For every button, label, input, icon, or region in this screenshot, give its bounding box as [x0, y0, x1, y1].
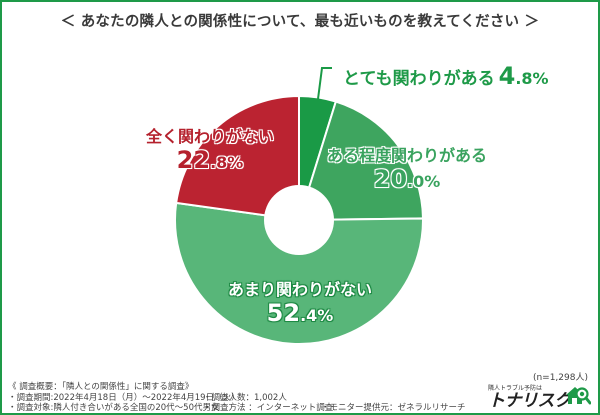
- logo-name: トナリスク: [488, 391, 571, 411]
- label-not-involved-at-all: 全く関わりがない 22.8%: [135, 127, 285, 176]
- pie-slice: [297, 100, 425, 222]
- label-text: あまり関わりがない: [227, 280, 372, 299]
- notes-method: ・調査方法 ：インターネット調査: [203, 403, 334, 413]
- logo-tagline: 隣人トラブル予防は: [488, 385, 543, 392]
- label-value: 52.4%: [266, 299, 334, 327]
- label-text: ある程度関わりがある: [326, 146, 487, 165]
- sample-size: (n=1,298人): [532, 373, 588, 383]
- brand-logo: 隣人トラブル予防は トナリスク: [488, 383, 571, 410]
- survey-notes: 《 調査概要：「隣人との関係性」に関する調査》 ・調査期間:2022年4月18日…: [8, 382, 466, 414]
- label-somewhat-involved: ある程度関わりがある 20.0%: [322, 146, 492, 195]
- pie-slice: [174, 201, 424, 345]
- label-value: 22.8%: [176, 146, 244, 174]
- pie-slice: [175, 94, 300, 222]
- label-text: とても関わりがある: [343, 69, 495, 89]
- chart-title: ＜ あなたの隣人との関係性について、最も近いものを教えてください ＞: [60, 14, 540, 30]
- notes-provider: ・モニター提供元：ゼネラルリサーチ: [321, 403, 466, 413]
- leader-line: [317, 67, 332, 100]
- label-value: 4.8%: [498, 62, 549, 90]
- notes-heading: 《 調査概要：「隣人との関係性」に関する調査》: [8, 382, 194, 392]
- notes-count: ・調査人数：1,002人: [203, 392, 287, 403]
- label-very-involved: とても関わりがある 4.8%: [343, 62, 549, 90]
- notes-target: ・調査対象:隣人付き合いがある全国の20代～50代男女: [8, 403, 220, 413]
- notes-period: ・調査期間:2022年4月18日（月）～2022年4月19日（火）: [8, 392, 240, 403]
- label-value: 20.0%: [373, 165, 441, 193]
- label-not-very-involved: あまり関わりがない 52.4%: [210, 280, 390, 329]
- house-magnifier-icon: [566, 387, 591, 405]
- label-text: 全く関わりがない: [145, 127, 274, 146]
- donut-hole: [264, 185, 334, 255]
